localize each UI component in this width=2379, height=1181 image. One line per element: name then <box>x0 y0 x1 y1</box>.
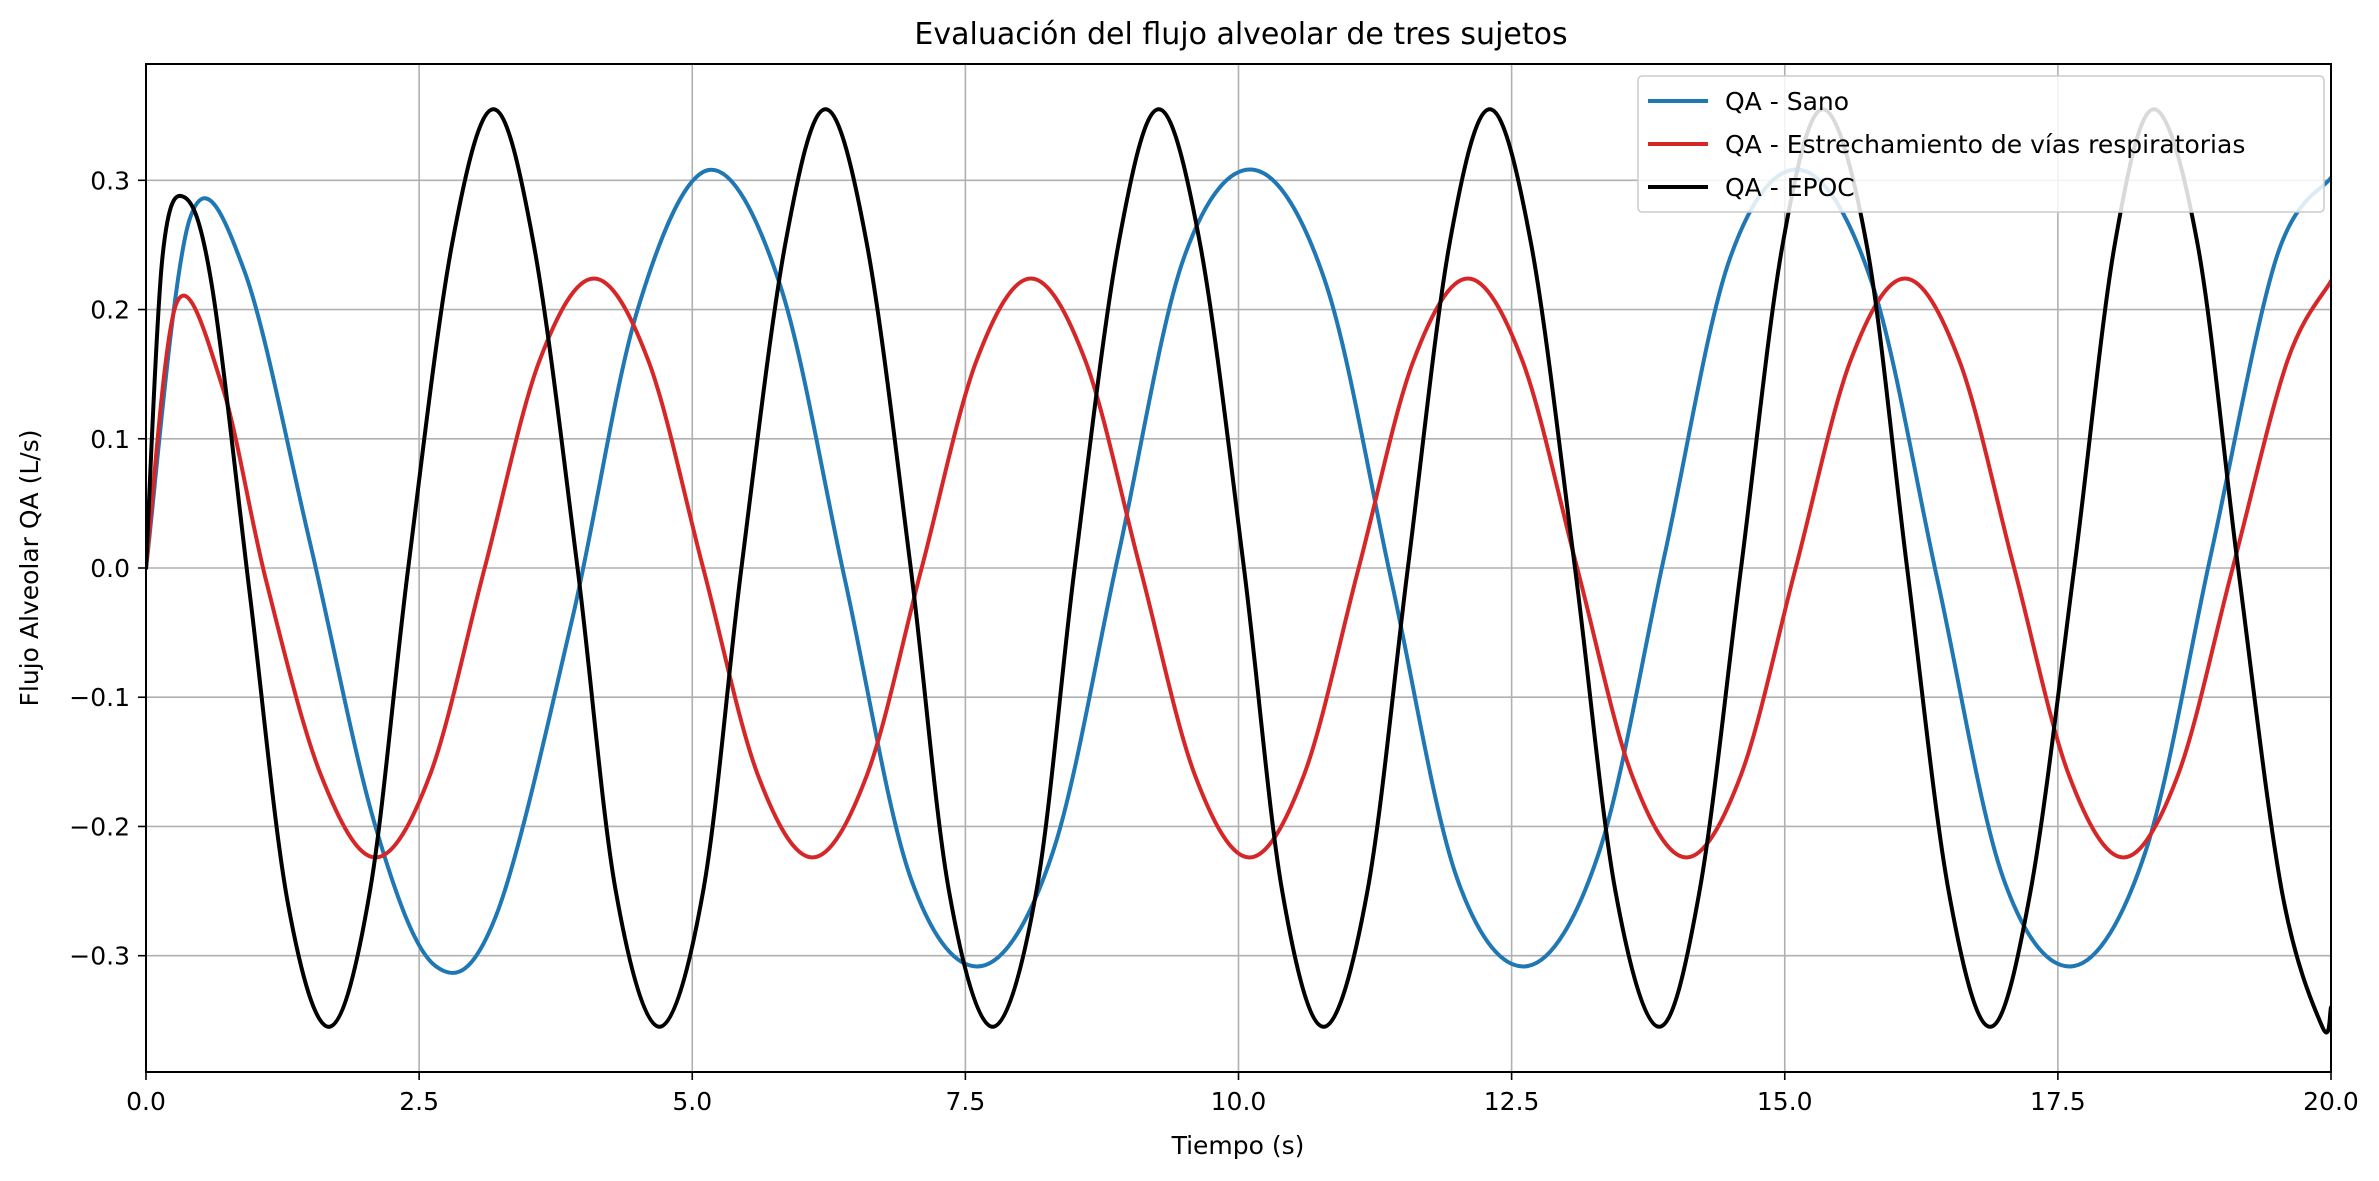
x-tick-label: 20.0 <box>2303 1087 2359 1116</box>
y-tick-label: −0.1 <box>69 683 130 712</box>
x-tick-label: 0.0 <box>126 1087 166 1116</box>
series-line-sano <box>146 167 2331 975</box>
series-line-estrechamiento <box>146 276 2331 860</box>
y-tick-label: 0.0 <box>90 554 130 583</box>
legend: QA - Sano QA - Estrechamiento de vías re… <box>1637 75 2325 213</box>
x-tick-label: 15.0 <box>1757 1087 1813 1116</box>
x-tick-label: 2.5 <box>399 1087 439 1116</box>
legend-label-epoc: QA - EPOC <box>1725 173 1855 202</box>
series-line-epoc <box>146 107 2331 1035</box>
y-axis-label: Flujo Alveolar QA (L/s) <box>15 430 44 707</box>
legend-box <box>1637 75 2325 213</box>
chart-title: Evaluación del flujo alveolar de tres su… <box>914 17 1567 52</box>
y-tick-label: 0.3 <box>90 166 130 195</box>
y-tick-label: −0.3 <box>69 942 130 971</box>
x-tick-label: 10.0 <box>1211 1087 1267 1116</box>
legend-label-sano: QA - Sano <box>1725 87 1849 116</box>
y-tick-label: −0.2 <box>69 812 130 841</box>
x-tick-label: 5.0 <box>672 1087 712 1116</box>
x-tick-label: 17.5 <box>2030 1087 2086 1116</box>
x-axis-label: Tiempo (s) <box>1171 1131 1305 1160</box>
ticks: 0.0 2.5 5.0 7.5 10.0 12.5 15.0 17.5 20.0 −0.3 −0.2… <box>69 166 2359 1116</box>
y-tick-label: 0.1 <box>90 425 130 454</box>
series-layer <box>146 107 2331 1035</box>
legend-label-estrechamiento: QA - Estrechamiento de vías respiratoria… <box>1725 130 2245 159</box>
y-tick-label: 0.2 <box>90 296 130 325</box>
x-tick-label: 12.5 <box>1484 1087 1540 1116</box>
x-tick-label: 7.5 <box>945 1087 985 1116</box>
